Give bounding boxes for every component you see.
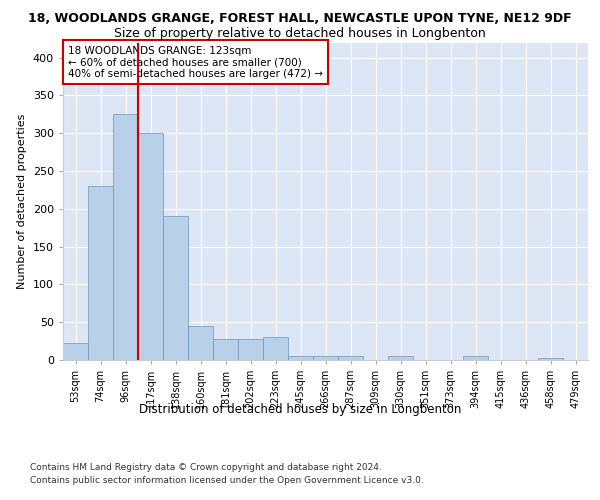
Text: Distribution of detached houses by size in Longbenton: Distribution of detached houses by size … xyxy=(139,402,461,415)
Bar xyxy=(388,356,413,360)
Bar xyxy=(313,356,338,360)
Text: Size of property relative to detached houses in Longbenton: Size of property relative to detached ho… xyxy=(114,28,486,40)
Bar xyxy=(188,326,213,360)
Bar xyxy=(238,339,263,360)
Bar xyxy=(113,114,138,360)
Bar xyxy=(338,356,363,360)
Text: Contains HM Land Registry data © Crown copyright and database right 2024.: Contains HM Land Registry data © Crown c… xyxy=(30,462,382,471)
Text: Contains public sector information licensed under the Open Government Licence v3: Contains public sector information licen… xyxy=(30,476,424,485)
Bar xyxy=(538,358,563,360)
Bar xyxy=(288,356,313,360)
Bar xyxy=(463,356,488,360)
Y-axis label: Number of detached properties: Number of detached properties xyxy=(17,114,27,289)
Bar xyxy=(138,133,163,360)
Bar xyxy=(63,344,88,360)
Bar xyxy=(163,216,188,360)
Bar xyxy=(88,186,113,360)
Bar xyxy=(263,338,288,360)
Text: 18, WOODLANDS GRANGE, FOREST HALL, NEWCASTLE UPON TYNE, NE12 9DF: 18, WOODLANDS GRANGE, FOREST HALL, NEWCA… xyxy=(28,12,572,26)
Bar xyxy=(213,339,238,360)
Text: 18 WOODLANDS GRANGE: 123sqm
← 60% of detached houses are smaller (700)
40% of se: 18 WOODLANDS GRANGE: 123sqm ← 60% of det… xyxy=(68,46,323,79)
